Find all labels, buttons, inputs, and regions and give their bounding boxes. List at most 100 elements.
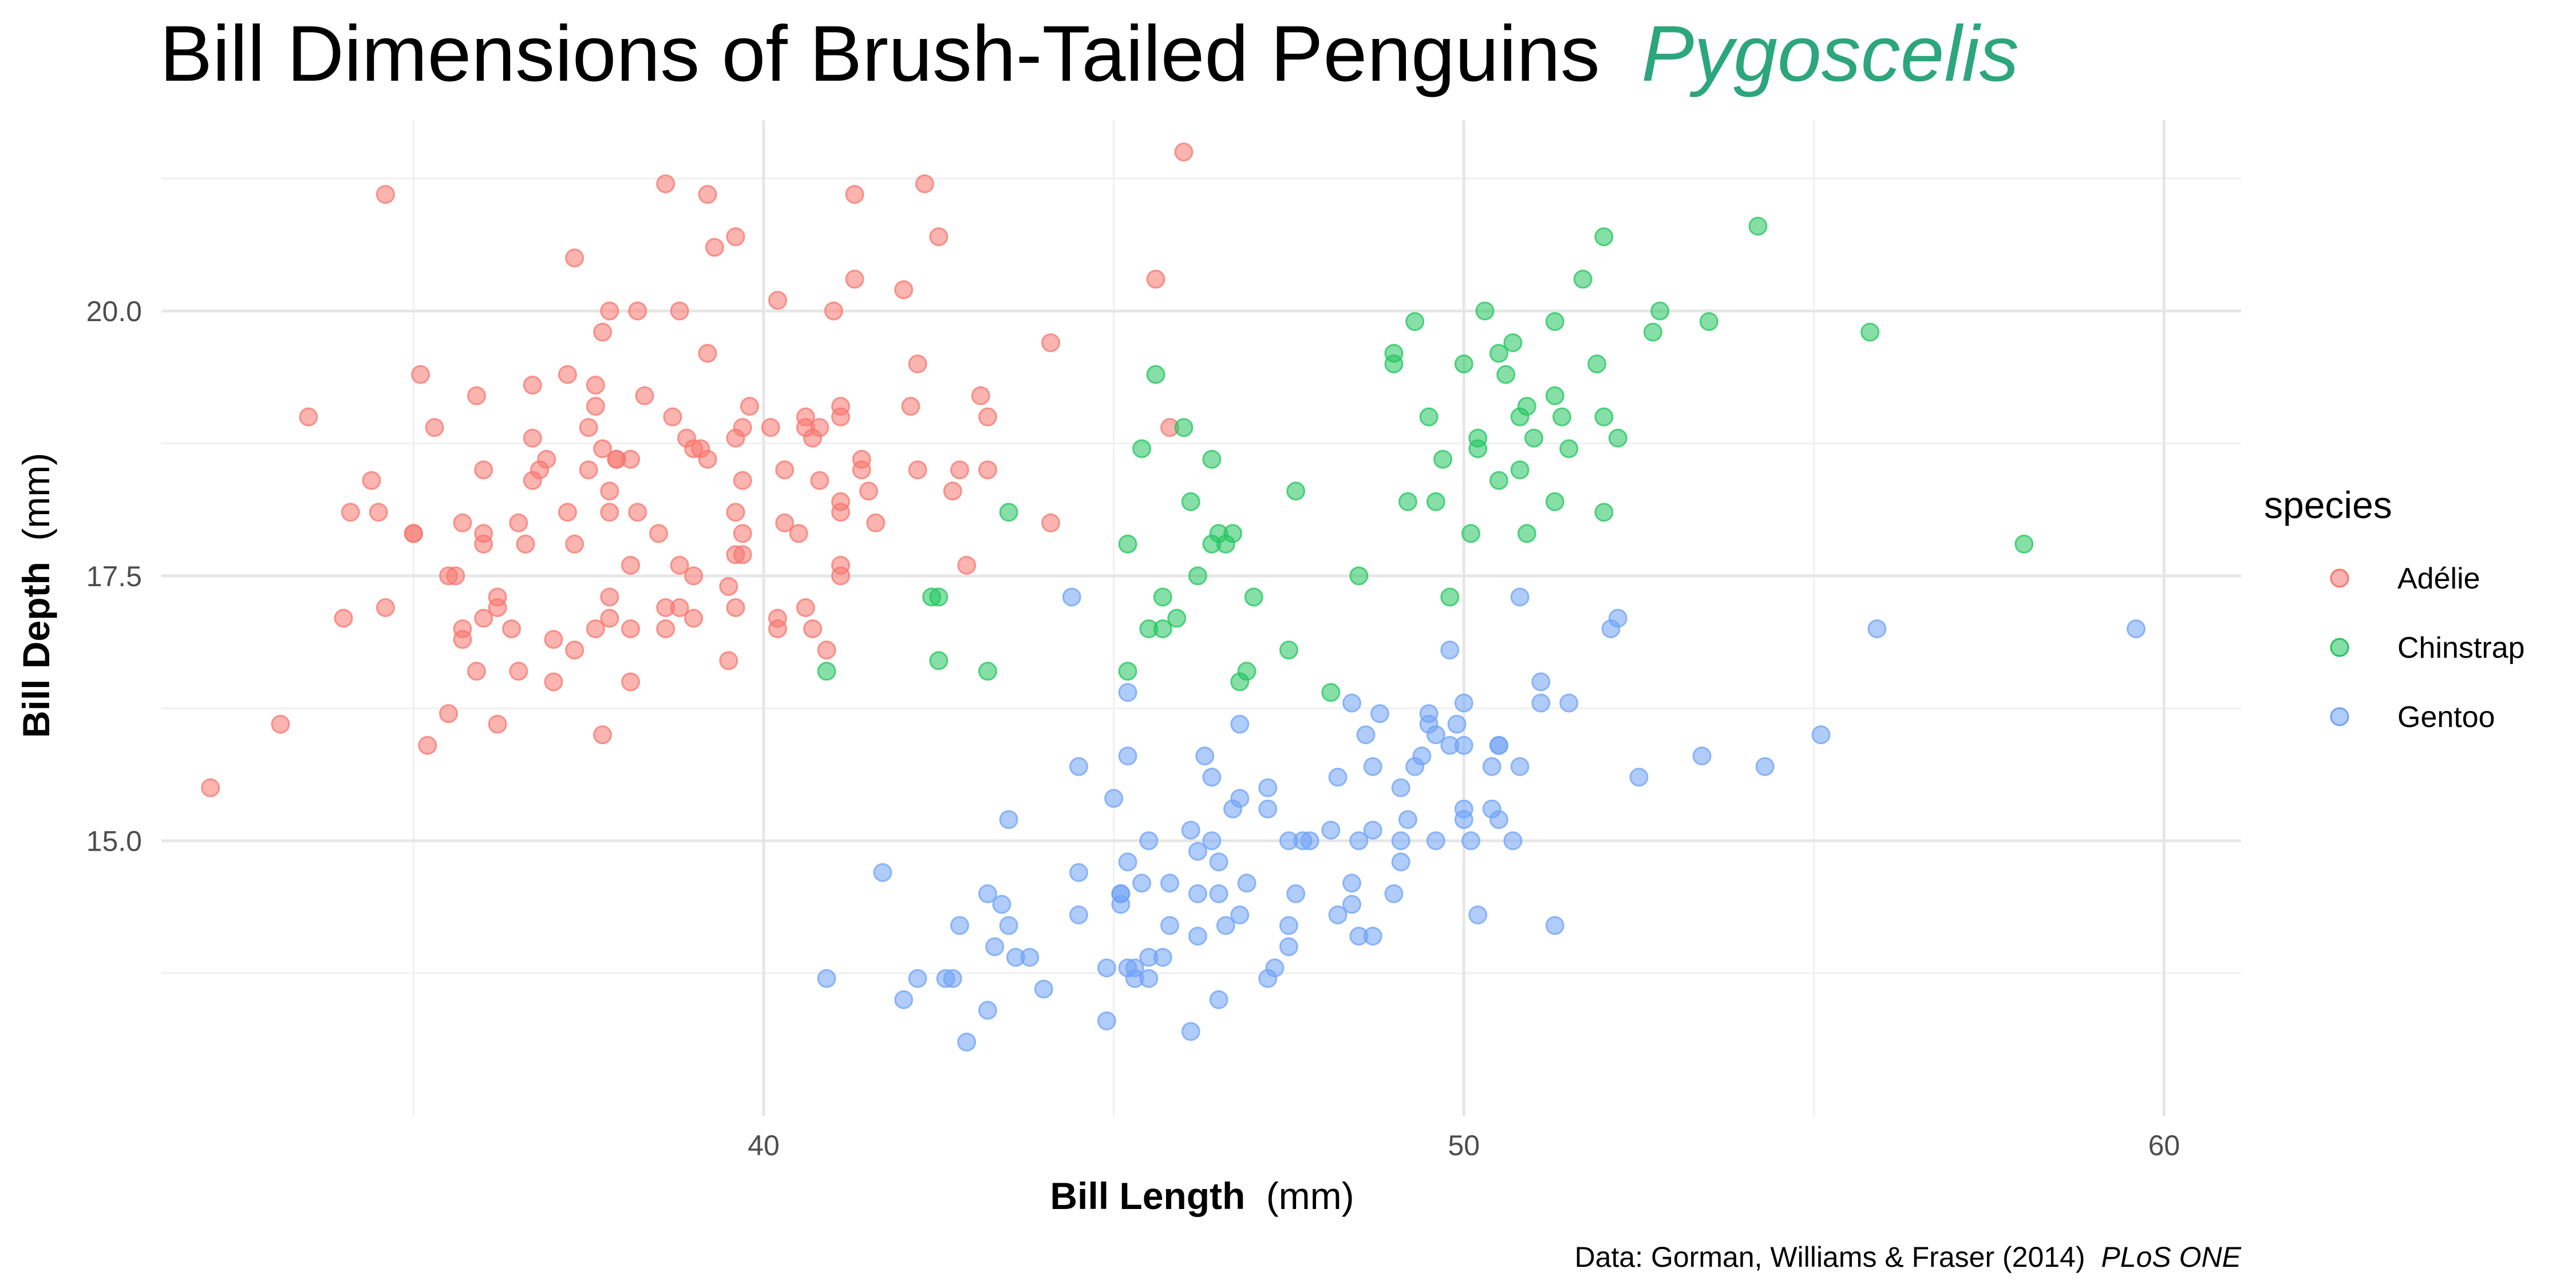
point-chinstrap — [1349, 566, 1369, 586]
point-chinstrap — [1594, 503, 1614, 522]
point-adlie — [474, 460, 493, 480]
legend-key-chinstrap — [2330, 638, 2349, 657]
point-gentoo — [1111, 884, 1131, 903]
x-tick-label: 50 — [1448, 1129, 1480, 1161]
point-gentoo — [1454, 736, 1473, 755]
point-adlie — [733, 524, 752, 543]
point-adlie — [376, 598, 395, 617]
point-adlie — [775, 460, 795, 480]
point-chinstrap — [999, 503, 1018, 522]
point-adlie — [733, 545, 752, 564]
point-gentoo — [1230, 714, 1250, 734]
point-adlie — [670, 555, 689, 575]
point-chinstrap — [1860, 322, 1880, 342]
point-chinstrap — [1454, 354, 1473, 374]
point-chinstrap — [1496, 365, 1516, 384]
point-adlie — [593, 725, 613, 745]
point-adlie — [558, 365, 577, 384]
point-adlie — [404, 524, 423, 543]
point-chinstrap — [1384, 343, 1404, 363]
point-chinstrap — [1524, 428, 1544, 448]
point-adlie — [719, 576, 738, 596]
point-chinstrap — [1594, 227, 1614, 247]
point-adlie — [586, 376, 605, 395]
point-chinstrap — [1643, 322, 1662, 342]
chart-title-accent: Pygoscelis — [1641, 10, 2019, 98]
point-adlie — [362, 471, 381, 490]
point-adlie — [971, 386, 990, 405]
point-chinstrap — [1223, 524, 1243, 543]
point-adlie — [901, 397, 920, 416]
point-adlie — [537, 449, 556, 469]
point-adlie — [775, 513, 795, 532]
point-adlie — [670, 598, 689, 617]
legend-key-gentoo — [2330, 707, 2349, 726]
point-adlie — [488, 714, 507, 734]
point-chinstrap — [1153, 619, 1172, 639]
point-gentoo — [1468, 905, 1488, 924]
point-chinstrap — [1244, 587, 1263, 607]
point-chinstrap — [1545, 492, 1564, 511]
point-gentoo — [1139, 831, 1159, 851]
point-adlie — [600, 301, 619, 321]
grid-lines — [161, 120, 2241, 1116]
point-adlie — [299, 407, 318, 426]
point-adlie — [908, 460, 927, 480]
point-gentoo — [1062, 587, 1081, 607]
point-gentoo — [992, 895, 1012, 914]
legend-label-gentoo: Gentoo — [2397, 701, 2495, 734]
point-gentoo — [1489, 810, 1508, 829]
legend-items: Adélie Chinstrap Gentoo — [2330, 562, 2525, 734]
point-gentoo — [1342, 693, 1361, 713]
point-chinstrap — [1426, 492, 1445, 511]
point-adlie — [453, 630, 472, 649]
point-gentoo — [1216, 916, 1235, 935]
point-gentoo — [1811, 725, 1831, 745]
point-adlie — [950, 460, 969, 480]
point-chinstrap — [1468, 439, 1488, 459]
point-adlie — [565, 641, 584, 660]
point-adlie — [670, 301, 689, 321]
point-gentoo — [1391, 831, 1411, 851]
point-gentoo — [1342, 874, 1361, 893]
point-adlie — [593, 439, 613, 459]
point-chinstrap — [929, 587, 949, 607]
point-chinstrap — [1405, 312, 1425, 331]
point-chinstrap — [1321, 683, 1341, 702]
point-gentoo — [1181, 1022, 1200, 1041]
point-chinstrap — [1489, 471, 1508, 490]
point-adlie — [341, 503, 360, 522]
point-chinstrap — [1545, 386, 1564, 405]
point-gentoo — [1097, 958, 1116, 978]
point-chinstrap — [817, 662, 836, 681]
point-gentoo — [985, 937, 1005, 957]
point-adlie — [600, 609, 619, 628]
point-chinstrap — [1608, 428, 1627, 448]
point-chinstrap — [1419, 407, 1439, 426]
point-adlie — [600, 587, 619, 607]
point-chinstrap — [1167, 609, 1187, 628]
point-gentoo — [978, 884, 997, 903]
point-adlie — [1041, 333, 1061, 353]
point-gentoo — [1069, 863, 1088, 882]
point-gentoo — [978, 1001, 997, 1020]
point-adlie — [586, 397, 605, 416]
point-gentoo — [999, 810, 1018, 829]
point-gentoo — [950, 916, 969, 935]
point-adlie — [684, 609, 704, 628]
point-adlie — [915, 174, 934, 193]
point-adlie — [656, 619, 675, 639]
caption: Data: Gorman, Williams & Fraser (2014) P… — [1575, 1241, 2242, 1273]
point-gentoo — [1258, 778, 1278, 797]
point-gentoo — [1692, 746, 1712, 766]
point-chinstrap — [1552, 407, 1571, 426]
point-adlie — [656, 174, 675, 193]
point-adlie — [425, 418, 444, 437]
point-adlie — [446, 566, 465, 586]
point-gentoo — [873, 863, 892, 882]
point-adlie — [831, 503, 851, 522]
point-gentoo — [1181, 820, 1200, 840]
point-chinstrap — [1503, 333, 1523, 353]
point-gentoo — [1209, 884, 1228, 903]
point-gentoo — [1188, 841, 1207, 861]
